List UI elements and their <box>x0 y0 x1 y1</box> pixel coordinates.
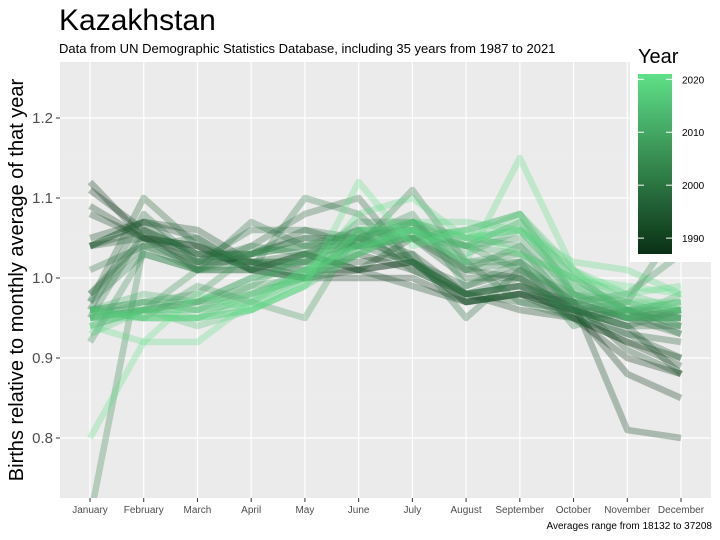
x-tick-label: July <box>403 505 421 516</box>
series-line-1988 <box>87 179 683 401</box>
series-line-2021 <box>87 178 682 440</box>
series-line-1996 <box>87 194 681 330</box>
series-line-2010 <box>89 234 681 322</box>
y-axis-ticks: 0.8 0.9 1.0 1.1 1.2 <box>32 110 60 447</box>
y-tick-label: 1.0 <box>32 270 53 287</box>
series-line-1999 <box>88 218 682 330</box>
y-axis-label: Births relative to monthly average of th… <box>6 78 28 481</box>
series-line-2007 <box>89 226 682 322</box>
x-tick-label: May <box>295 505 314 516</box>
series-line-2008 <box>89 226 682 330</box>
series-line-2012 <box>89 210 683 322</box>
series-line-2013 <box>89 218 681 322</box>
x-tick-label: February <box>124 505 164 516</box>
x-tick-label: April <box>241 505 261 516</box>
series-line-2000 <box>87 194 683 337</box>
legend-title: Year <box>638 46 679 68</box>
y-tick-label: 0.8 <box>32 430 53 447</box>
series-line-1993 <box>89 226 684 377</box>
series-line-2015 <box>89 218 682 330</box>
series-line-1992 <box>88 218 683 377</box>
plot-panel <box>60 62 711 498</box>
y-tick-label: 1.2 <box>32 110 53 127</box>
chart-subtitle: Data from UN Demographic Statistics Data… <box>59 41 555 56</box>
x-tick-label: December <box>658 505 705 516</box>
series-line-1987 <box>88 187 682 378</box>
x-tick-label: September <box>495 505 545 516</box>
series-line-1994 <box>89 234 683 361</box>
series-line-1990 <box>88 211 682 362</box>
x-tick-label: August <box>451 505 482 516</box>
x-tick-label: January <box>72 505 108 516</box>
series-line-1989 <box>88 203 683 369</box>
chart-title: Kazakhstan <box>59 4 216 37</box>
y-tick-label: 0.9 <box>32 350 53 367</box>
chart-caption: Averages range from 18132 to 37208 <box>547 521 713 532</box>
series-line-2006 <box>89 218 682 322</box>
x-tick-label: October <box>556 505 592 516</box>
series-line-2017 <box>89 210 682 330</box>
series-line-2016 <box>88 218 682 337</box>
legend-tick-label: 2010 <box>682 128 705 139</box>
series-line-2002 <box>87 218 682 330</box>
series-line-2018 <box>90 218 681 322</box>
x-tick-label: June <box>348 505 370 516</box>
series-line-1998 <box>87 210 681 322</box>
series-line-2001 <box>87 186 682 322</box>
series-line-2014 <box>89 210 681 322</box>
series-line-1997 <box>88 194 682 338</box>
x-tick-label: March <box>184 505 212 516</box>
minor-gridlines <box>60 157 711 399</box>
series-lines <box>87 154 684 498</box>
series-line-2005 <box>89 218 681 322</box>
legend-tick-label: 2020 <box>682 75 705 86</box>
series-line-2019 <box>89 194 683 322</box>
series-line-2011 <box>89 226 682 314</box>
series-line-2003 <box>90 220 684 498</box>
series-line-1991 <box>89 218 682 442</box>
color-legend: Year 1990 2000 2010 2020 <box>630 40 714 262</box>
series-line-2020 <box>89 154 682 346</box>
series-line-2009 <box>90 218 682 322</box>
y-tick-label: 1.1 <box>32 190 53 207</box>
x-tick-label: November <box>604 505 651 516</box>
legend-tick-label: 1990 <box>682 234 705 245</box>
major-gridlines <box>60 62 711 498</box>
series-line-2004 <box>87 210 683 344</box>
legend-ticks: 1990 2000 2010 2020 <box>638 75 705 245</box>
series-line-1995 <box>87 226 682 346</box>
x-axis-ticks: January February March April May June July Augu… <box>72 498 705 516</box>
legend-tick-label: 2000 <box>682 181 705 192</box>
legend-colorbar <box>638 74 672 254</box>
